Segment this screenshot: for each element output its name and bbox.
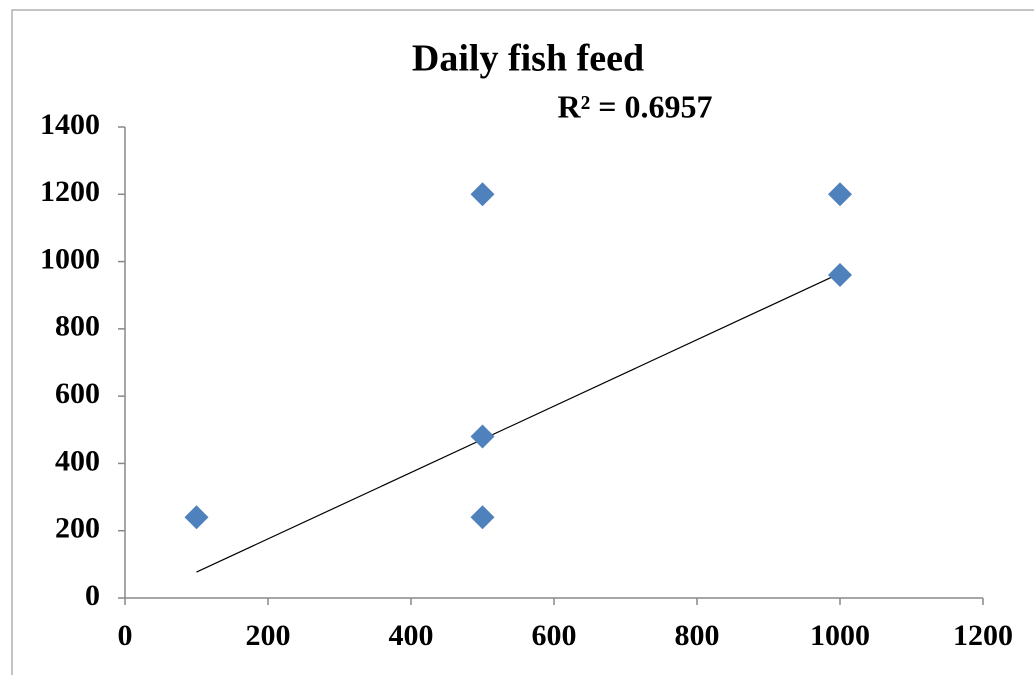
y-tick-label: 800 <box>55 310 100 343</box>
data-point <box>470 424 495 449</box>
y-tick-label: 600 <box>55 377 100 410</box>
y-tick-label: 0 <box>85 579 100 612</box>
data-point <box>470 182 495 207</box>
y-tick-label: 1400 <box>40 108 100 141</box>
data-point <box>184 505 209 530</box>
chart-title: Daily fish feed <box>412 38 644 80</box>
x-tick-label: 0 <box>118 619 133 652</box>
y-tick-label: 400 <box>55 444 100 477</box>
x-tick-label: 400 <box>389 619 434 652</box>
x-tick-label: 1200 <box>953 619 1013 652</box>
data-point <box>828 263 852 288</box>
y-tick-label: 1000 <box>40 242 100 275</box>
chart-frame <box>11 9 1034 675</box>
x-tick-label: 800 <box>675 619 720 652</box>
trendline <box>196 272 841 573</box>
y-tick-label: 1200 <box>40 175 100 208</box>
x-tick-label: 600 <box>532 619 577 652</box>
y-tick-label: 200 <box>55 512 100 545</box>
x-tick-label: 200 <box>246 619 291 652</box>
data-point <box>470 505 495 530</box>
r-squared-annotation: R² = 0.6957 <box>558 88 713 124</box>
x-tick-label: 1000 <box>810 619 870 652</box>
data-point <box>828 182 852 207</box>
